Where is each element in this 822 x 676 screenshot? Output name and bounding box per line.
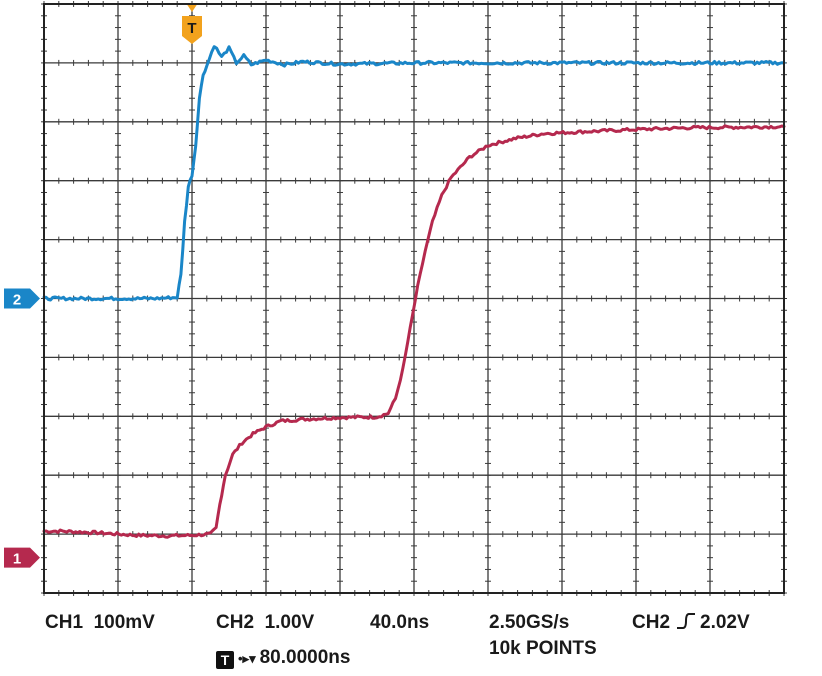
trigger-level: 2.02V [700, 612, 750, 633]
delay-arrow-icon: •▸▾ [238, 651, 256, 666]
delay-badge: T [216, 651, 234, 669]
ch2-readout: CH2 1.00V [216, 612, 314, 634]
trigger-source: CH2 [632, 612, 671, 633]
trigger-marker-label: T [187, 20, 196, 37]
plot-border [43, 3, 785, 594]
waveform-traces [42, 45, 786, 539]
ch2-scale: 1.00V [264, 612, 315, 633]
delay-value: 80.0000ns [259, 647, 351, 668]
ch2-ground-marker [4, 288, 40, 309]
timebase-readout: 40.0ns [370, 612, 430, 633]
ch1-readout: CH1 100mV [45, 612, 155, 634]
trigger-pointer [186, 3, 198, 12]
ch2-label: CH2 [216, 612, 255, 633]
trigger-marker [182, 16, 202, 44]
record-length-readout: 10k POINTS [489, 638, 597, 659]
ch1-ground-marker [4, 547, 40, 568]
sample-rate-readout: 2.50GS/s [489, 612, 570, 633]
channel-markers: 2 1 T [4, 3, 202, 568]
ch2-marker-label: 2 [13, 292, 21, 309]
oscilloscope-display: 2 1 T [4, 1, 787, 596]
rising-edge-icon [677, 613, 696, 629]
channel-2-trace [42, 45, 786, 302]
trigger-readout: CH2 2.02V [632, 612, 750, 634]
ch1-label: CH1 [45, 612, 84, 633]
ch1-scale: 100mV [93, 612, 155, 633]
trigger-delay-readout: T •▸▾ 80.0000ns [216, 647, 350, 670]
ch1-marker-label: 1 [13, 551, 21, 568]
channel-1-trace [42, 124, 786, 539]
